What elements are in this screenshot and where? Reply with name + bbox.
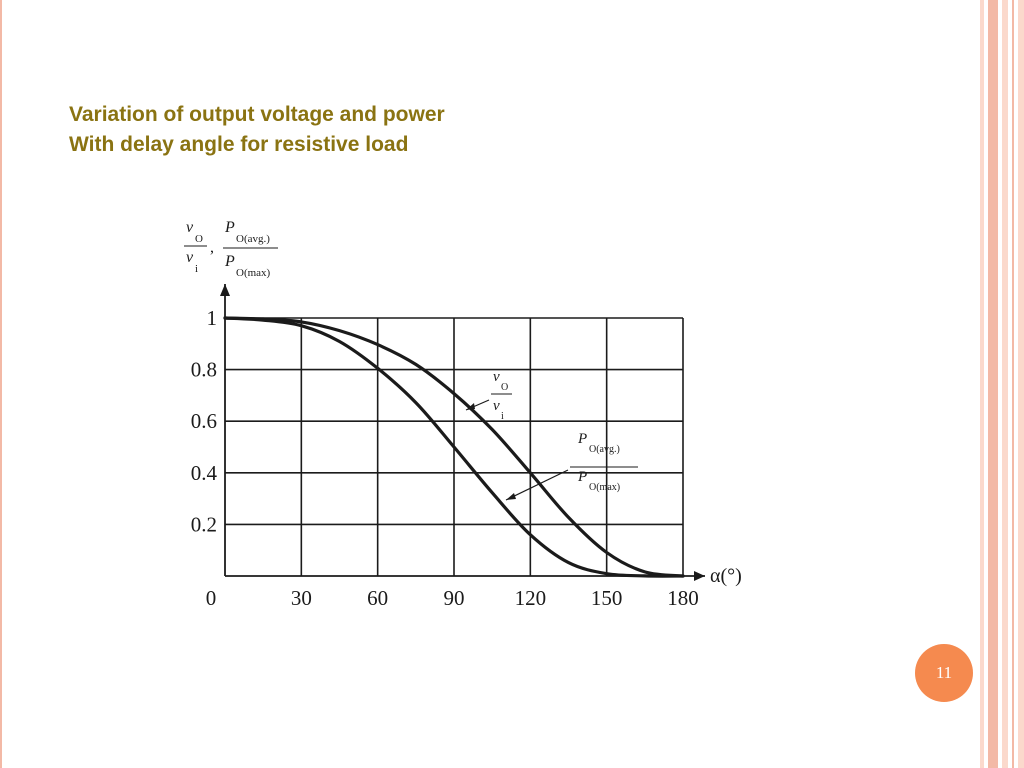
series-line-vo-vi (223, 316, 685, 578)
annotation-vo-num-sub: O (501, 382, 508, 393)
y-label-v-num: v (186, 219, 194, 236)
stripe (1012, 0, 1014, 768)
y-tick-label: 0.6 (191, 409, 217, 433)
y-label-separator: , (210, 239, 214, 256)
chart-axes (220, 284, 705, 581)
slide-frame (0, 0, 2, 768)
decorative-side-stripes (980, 0, 1024, 768)
series-line-power-ratio (223, 316, 685, 578)
stripe (980, 0, 984, 768)
y-label-p-num: P (224, 219, 235, 236)
annotation-vo-den-sub: i (501, 411, 504, 422)
y-tick-label: 0.8 (191, 358, 217, 382)
y-axis-arrowhead (220, 284, 230, 296)
page-number: 11 (935, 663, 953, 682)
page-number-badge: 11 (915, 644, 973, 702)
x-axis-label: α(°) (710, 565, 742, 587)
x-axis-arrowhead (694, 571, 705, 581)
y-label-p-den-sub: O(max) (236, 267, 271, 279)
annotation-vo-arrowhead (466, 403, 475, 410)
title-line-1: Variation of output voltage and power (69, 103, 445, 126)
annotation-p-arrow (505, 469, 569, 501)
y-tick-label: 1 (207, 306, 218, 330)
annotation-p-num: P (577, 431, 587, 447)
y-axis-label: v O v i , P O(avg.) P O(max) (184, 219, 278, 279)
y-tick-label: 0.4 (191, 461, 218, 485)
x-tick-label: 0 (206, 586, 217, 610)
x-tick-label: 150 (591, 586, 623, 610)
y-label-p-num-sub: O(avg.) (236, 233, 270, 245)
annotation-p-den: P (577, 469, 587, 485)
delay-angle-chart: 0 30 60 90 120 150 180 0.2 0.4 0.6 0.8 1 v O v i , … (184, 219, 742, 610)
y-label-v-den: v (186, 249, 194, 266)
stripe (1002, 0, 1008, 768)
chart-tick-labels: 0 30 60 90 120 150 180 0.2 0.4 0.6 0.8 1 (191, 306, 699, 610)
annotation-p-den-sub: O(max) (589, 482, 620, 493)
title-line-2: With delay angle for resistive load (69, 133, 409, 156)
chart-grid (225, 317, 684, 576)
stripe (1018, 0, 1024, 768)
slide-title: Variation of output voltage and power Wi… (69, 100, 445, 160)
annotation-vo-den: v (493, 398, 500, 414)
x-tick-label: 30 (291, 586, 312, 610)
stripe (988, 0, 998, 768)
annotation-p-num-sub: O(avg.) (589, 444, 620, 455)
y-label-v-den-sub: i (195, 263, 198, 275)
x-tick-label: 180 (667, 586, 699, 610)
y-label-v-num-sub: O (195, 233, 203, 245)
x-tick-label: 60 (367, 586, 388, 610)
y-tick-label: 0.2 (191, 512, 217, 536)
x-tick-label: 90 (444, 586, 465, 610)
y-label-p-den: P (224, 253, 235, 270)
annotation-vo-vi: v O v i (465, 369, 512, 422)
annotation-vo-num: v (493, 369, 500, 385)
chart-series (223, 316, 685, 578)
annotation-p-ratio: P O(avg.) P O(max) (505, 431, 638, 501)
x-tick-label: 120 (515, 586, 547, 610)
annotation-p-arrowhead (506, 493, 516, 500)
